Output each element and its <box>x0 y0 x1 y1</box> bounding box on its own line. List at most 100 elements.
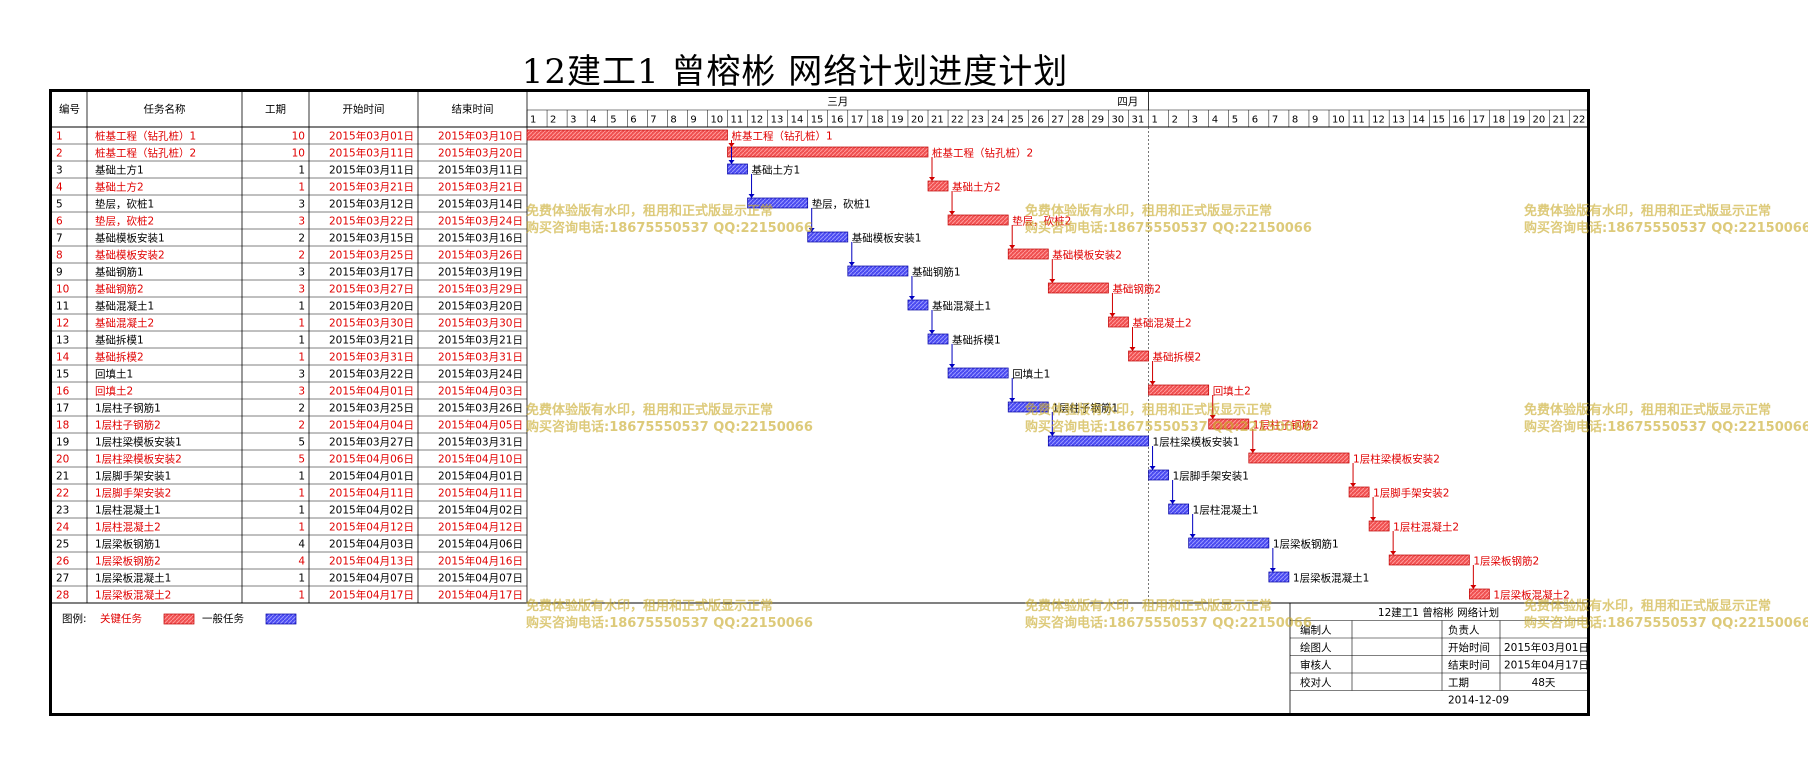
bar-label: 基础土方1 <box>752 164 801 177</box>
task-id: 22 <box>56 488 69 500</box>
info-box-label: 审核人 <box>1300 658 1332 671</box>
task-duration: 1 <box>298 488 305 500</box>
header-end: 结束时间 <box>452 103 494 116</box>
task-end: 2015年04月05日 <box>438 419 523 432</box>
info-box-label: 校对人 <box>1300 676 1332 689</box>
general-task-bar <box>1188 537 1270 549</box>
arrow-head <box>748 194 755 198</box>
arrow-head <box>1269 568 1276 572</box>
arrow-head <box>1189 534 1196 538</box>
arrow-head <box>929 330 935 334</box>
task-end: 2015年04月06日 <box>438 538 523 551</box>
task-id: 2 <box>56 148 63 160</box>
task-start: 2015年04月01日 <box>329 470 414 483</box>
arrow-head <box>808 228 815 232</box>
day-label: 1 <box>530 115 536 126</box>
critical-task-bar <box>927 180 949 192</box>
critical-task-bar <box>1388 554 1470 566</box>
bar-label: 基础钢筋1 <box>912 266 961 279</box>
task-start: 2015年03月11日 <box>329 164 414 177</box>
legend-label: 图例: <box>62 612 87 625</box>
arrow-head <box>848 262 855 266</box>
task-id: 11 <box>56 301 69 313</box>
day-label: 23 <box>971 115 984 126</box>
general-task-bar <box>1007 401 1049 413</box>
task-name: 回填土2 <box>95 385 133 398</box>
task-id: 5 <box>56 199 63 211</box>
task-end: 2015年03月19日 <box>438 266 523 279</box>
day-label: 29 <box>1091 115 1104 126</box>
arrow-head <box>949 211 956 215</box>
task-end: 2015年04月11日 <box>438 487 523 500</box>
bar-label: 垫层，砍桩1 <box>812 198 871 211</box>
task-name: 1层柱混凝土1 <box>95 504 161 517</box>
day-label: 13 <box>1392 115 1405 126</box>
task-id: 14 <box>56 352 70 364</box>
task-end: 2015年03月20日 <box>438 300 523 313</box>
task-name: 1层梁板混凝土2 <box>95 589 171 602</box>
task-end: 2015年04月01日 <box>438 470 523 483</box>
bar-label: 基础钢筋2 <box>1112 283 1161 296</box>
info-box-value: 2015年04月17日 <box>1504 658 1587 671</box>
month-label-march: 三月 <box>827 96 848 108</box>
task-id: 3 <box>56 165 63 177</box>
arrow-head <box>949 364 956 368</box>
task-end: 2015年03月24日 <box>438 368 523 381</box>
task-name: 回填土1 <box>95 368 133 381</box>
day-label: 2 <box>550 115 556 126</box>
day-label: 8 <box>1292 115 1298 126</box>
task-name: 1层柱子钢筋1 <box>95 402 161 415</box>
task-id: 7 <box>56 233 63 245</box>
task-end: 2015年03月29日 <box>438 283 523 296</box>
task-name: 垫层，砍桩1 <box>95 198 154 211</box>
arrow-head <box>1249 449 1256 453</box>
bar-label: 1层梁板混凝土2 <box>1493 589 1569 602</box>
day-label: 16 <box>1452 115 1465 126</box>
task-start: 2015年03月31日 <box>329 351 414 364</box>
task-end: 2015年03月21日 <box>438 181 523 194</box>
task-duration: 1 <box>298 505 305 517</box>
day-label: 17 <box>851 115 864 126</box>
arrow-head <box>1049 279 1056 283</box>
task-start: 2015年04月17日 <box>329 589 414 602</box>
task-duration: 1 <box>298 590 305 602</box>
info-box-label: 编制人 <box>1300 623 1332 636</box>
bar-label: 基础模板安装2 <box>1052 249 1122 262</box>
task-duration: 3 <box>298 199 305 211</box>
task-duration: 1 <box>298 352 305 364</box>
general-task-bar <box>907 299 929 311</box>
arrow-head <box>929 177 935 181</box>
task-end: 2015年03月26日 <box>438 249 523 262</box>
task-start: 2015年04月02日 <box>329 504 414 517</box>
task-id: 26 <box>56 556 70 568</box>
task-id: 20 <box>56 454 69 466</box>
general-task-bar <box>1168 503 1189 515</box>
day-label: 6 <box>630 115 636 126</box>
bar-label: 回填土1 <box>1012 368 1050 381</box>
arrow-head <box>728 143 735 147</box>
bar-label: 1层柱混凝土1 <box>1193 504 1259 517</box>
day-label: 21 <box>931 115 944 126</box>
task-duration: 10 <box>292 148 305 160</box>
day-label: 22 <box>951 115 964 126</box>
task-id: 4 <box>56 182 63 194</box>
task-id: 12 <box>56 318 69 330</box>
task-end: 2015年03月11日 <box>438 164 523 177</box>
task-end: 2015年04月17日 <box>438 589 523 602</box>
bar-label: 基础模板安装1 <box>852 232 922 245</box>
task-id: 28 <box>56 590 69 602</box>
task-name: 基础钢筋2 <box>95 283 144 296</box>
task-id: 13 <box>56 335 69 347</box>
task-name: 1层柱梁模板安装1 <box>95 436 182 449</box>
day-label: 18 <box>871 115 884 126</box>
task-end: 2015年03月21日 <box>438 334 523 347</box>
task-duration: 3 <box>298 267 305 279</box>
header-id: 编号 <box>59 103 80 116</box>
task-name: 1层柱梁模板安装2 <box>95 453 182 466</box>
header-task-name: 任务名称 <box>144 103 186 116</box>
arrow-head <box>1169 500 1176 504</box>
task-start: 2015年03月27日 <box>329 436 414 449</box>
day-label: 6 <box>1252 115 1258 126</box>
day-label: 12 <box>751 115 764 126</box>
